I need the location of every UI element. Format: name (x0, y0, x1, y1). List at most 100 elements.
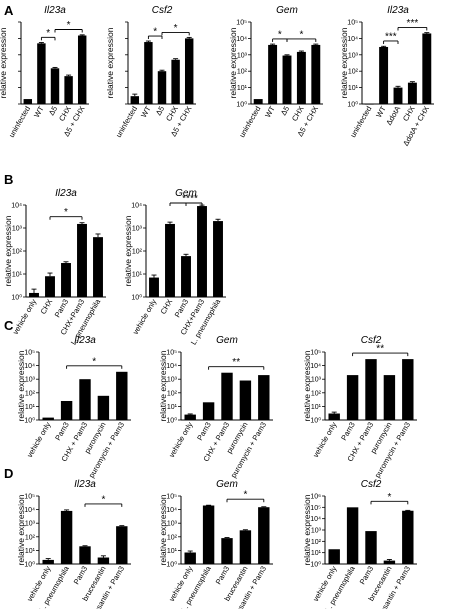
bar (149, 277, 159, 297)
bar (60, 400, 73, 420)
bar (50, 68, 60, 104)
bar (311, 44, 321, 104)
bar (197, 206, 207, 297)
bar (184, 414, 196, 420)
significance-label: * (174, 23, 178, 34)
bar (383, 560, 396, 564)
y-tick-label: 10⁴ (131, 203, 142, 210)
y-tick-label: 10⁰ (24, 561, 35, 569)
bar (116, 526, 128, 564)
bar (402, 510, 414, 564)
y-tick-label: 10⁵ (166, 350, 177, 357)
y-axis-label: relative expression (16, 494, 26, 565)
significance-label: * (46, 28, 50, 39)
significance-label: * (278, 29, 282, 40)
x-tick-label: Pam3 (339, 421, 357, 442)
x-tick-label: WT (32, 104, 46, 119)
y-axis-label: relative expression (16, 350, 26, 421)
bar (407, 82, 417, 104)
y-tick-label: 10³ (237, 52, 248, 59)
y-tick-label: 10⁵ (347, 20, 358, 27)
bar (328, 413, 340, 420)
bar (365, 531, 377, 564)
x-tick-label: Pam3 (72, 565, 90, 586)
y-tick-label: 10¹ (348, 85, 359, 92)
y-tick-label: 10¹ (167, 548, 178, 555)
y-tick-label: 10⁴ (166, 363, 177, 370)
x-tick-label: ΔdotA (384, 105, 402, 127)
y-tick-label: 10⁵ (24, 350, 35, 357)
y-tick-label: 10³ (132, 226, 143, 233)
x-tick-label: Pam3 (195, 421, 213, 442)
y-axis-label: relative expression (158, 494, 168, 565)
x-tick-label: uninfected (114, 105, 139, 139)
x-tick-label: vehicle only (25, 420, 53, 459)
significance-label: * (92, 356, 96, 367)
panel-d-label: D (4, 466, 13, 481)
x-tick-label: Δ5 (279, 105, 291, 117)
bar (93, 237, 103, 297)
x-tick-label: uninfected (237, 105, 262, 139)
y-tick-label: 10⁴ (24, 507, 35, 514)
y-tick-label: 10² (237, 69, 248, 76)
bar (37, 43, 46, 104)
bar (346, 375, 359, 420)
significance-label: * (243, 490, 247, 501)
y-tick-label: 10³ (311, 528, 322, 535)
chart-title: Il23a (44, 5, 66, 16)
y-tick-label: 10¹ (237, 85, 248, 92)
bar (42, 417, 54, 420)
y-tick-label: 10³ (12, 226, 23, 233)
y-tick-label: 10³ (25, 377, 36, 384)
y-tick-label: 10³ (167, 521, 178, 528)
bar (77, 223, 87, 297)
x-tick-label: vehicle only (311, 420, 339, 459)
x-tick-label: Pam3 (358, 565, 376, 586)
bar (42, 559, 54, 564)
y-axis-label: relative expression (339, 27, 349, 98)
y-tick-label: 10² (25, 390, 36, 397)
y-tick-label: 10⁴ (24, 363, 35, 370)
x-tick-label: CHX (39, 298, 55, 316)
y-tick-label: 10⁵ (236, 20, 247, 27)
y-tick-label: 10⁰ (166, 417, 177, 425)
bar (60, 510, 73, 564)
bar (268, 44, 278, 104)
significance-label: * (101, 494, 105, 505)
bar (165, 223, 175, 297)
bar (282, 55, 292, 104)
y-tick-label: 10¹ (311, 404, 322, 411)
significance-label: ** (232, 357, 240, 368)
y-tick-label: 10⁴ (347, 36, 358, 43)
bar (77, 35, 87, 105)
x-tick-label: vehicle only (11, 297, 39, 336)
significance-label: ** (182, 194, 190, 205)
x-tick-label: vehicle only (167, 420, 195, 459)
bar (239, 380, 252, 420)
bar (181, 256, 191, 297)
chart-title: Csf2 (152, 5, 173, 16)
bar (221, 538, 233, 564)
y-tick-label: 10⁰ (131, 294, 142, 302)
y-tick-label: 10² (167, 534, 178, 541)
bar (184, 552, 196, 564)
y-axis-label: relative expression (158, 350, 168, 421)
y-tick-label: 10⁴ (236, 36, 247, 43)
y-tick-label: 10² (12, 249, 23, 256)
x-tick-label: Pam3 (53, 421, 71, 442)
y-tick-label: 10⁰ (24, 417, 35, 425)
chart-title: Il23a (387, 5, 409, 16)
bar (221, 372, 233, 420)
y-tick-label: 10⁰ (11, 294, 22, 302)
bar (116, 371, 128, 420)
chart-b-5: Gem relative expression 10⁰ 10¹ 10² 10³ 10⁴ veh… (123, 188, 226, 346)
bar (79, 546, 91, 564)
